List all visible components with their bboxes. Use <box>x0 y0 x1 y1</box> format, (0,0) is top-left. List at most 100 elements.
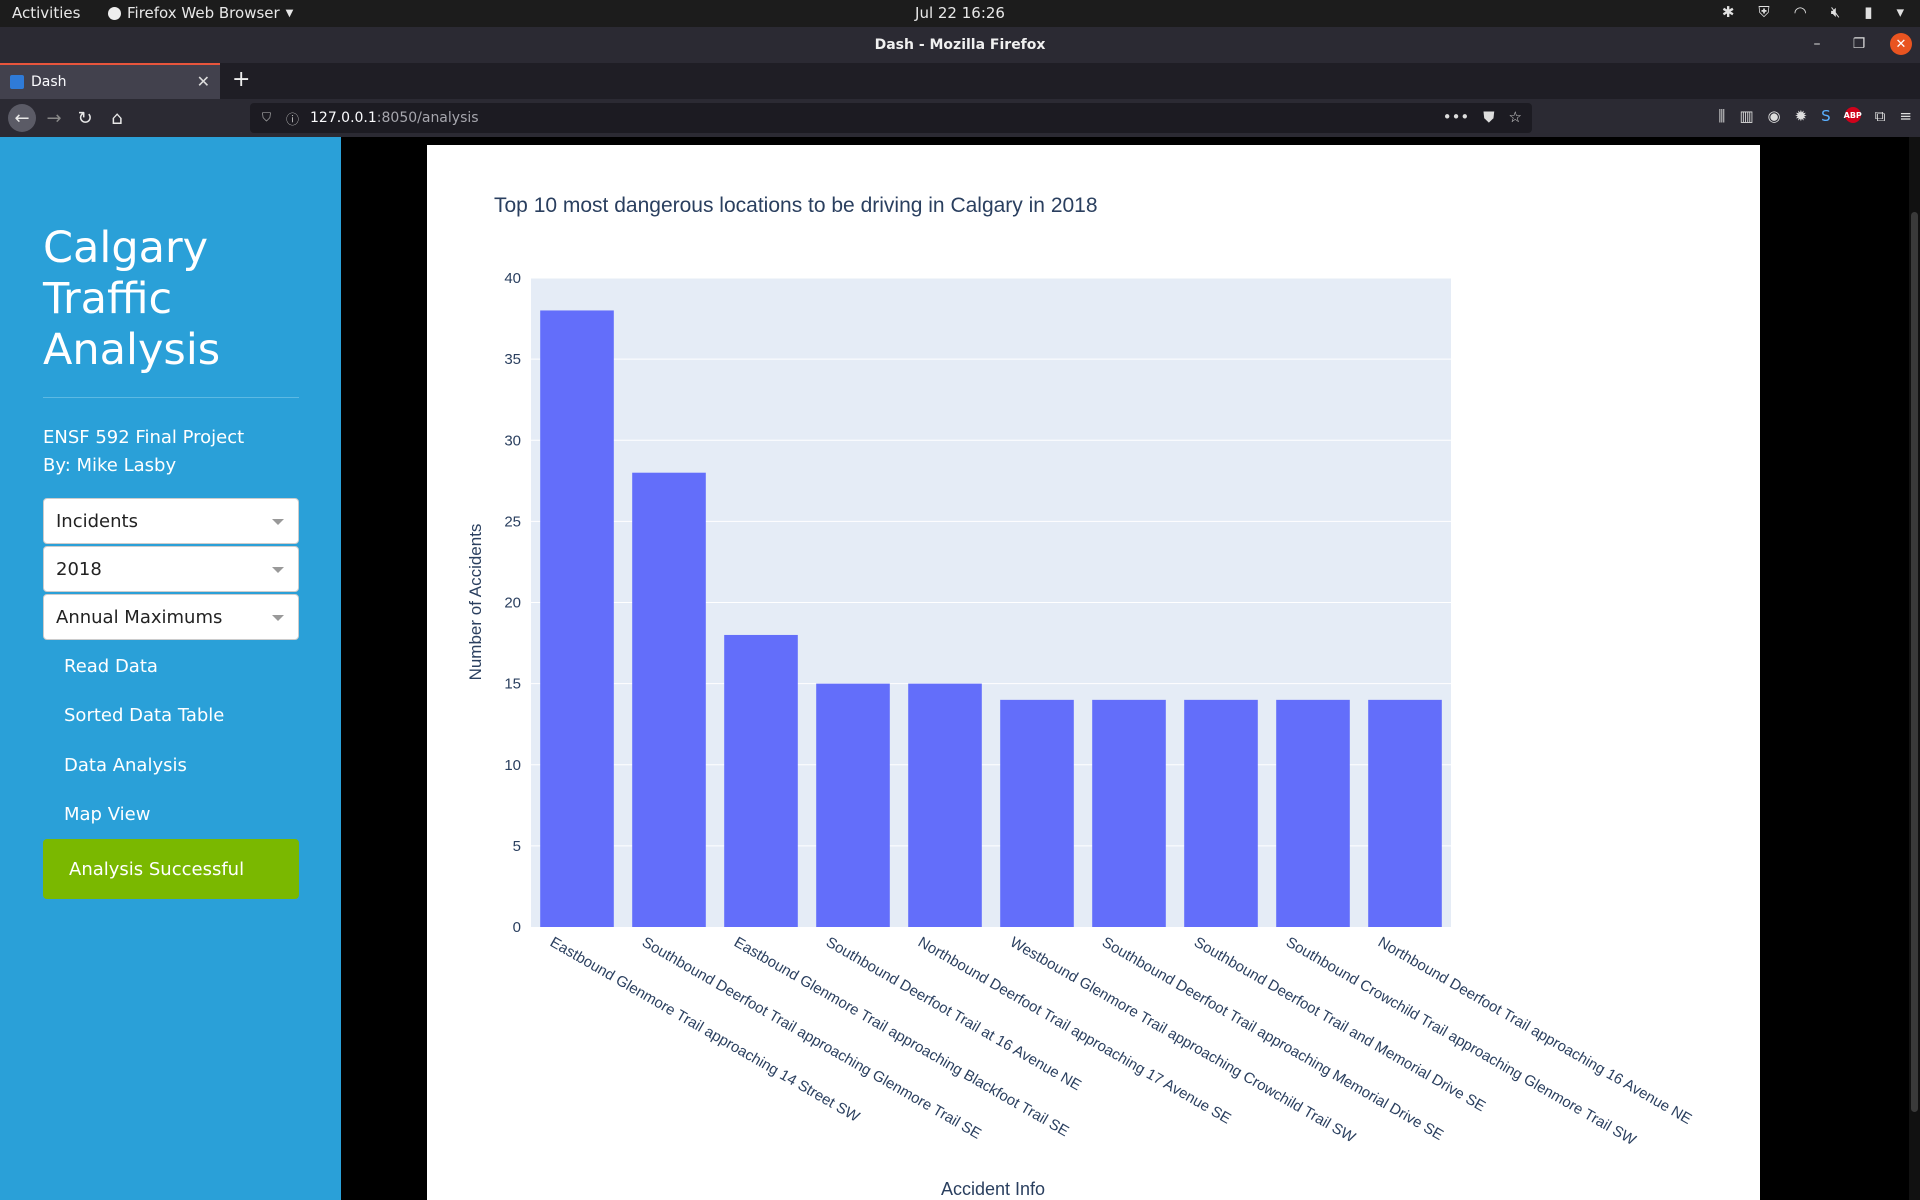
forward-arrow-icon[interactable]: → <box>46 107 62 129</box>
project-name: ENSF 592 Final Project <box>43 427 245 448</box>
url-text[interactable]: 127.0.0.1:8050/analysis <box>310 110 479 126</box>
volume-muted-icon[interactable]: 🔇︎ <box>1830 3 1841 21</box>
bar[interactable] <box>724 634 798 927</box>
url-actions: ••• ⛊ ☆ <box>1443 108 1522 126</box>
tab-dash[interactable]: Dash ✕ <box>0 63 220 99</box>
power-menu-icon[interactable]: ▾ <box>1896 3 1904 21</box>
y-tick-label: 10 <box>504 757 521 774</box>
status-text: Analysis Successful <box>69 859 245 880</box>
chart-title: Top 10 most dangerous locations to be dr… <box>494 194 1098 217</box>
account-icon[interactable]: ◉ <box>1767 107 1781 125</box>
back-arrow-icon[interactable]: ← <box>8 104 36 132</box>
dropdown-arrow-icon <box>272 615 284 621</box>
navigation-bar: ← → ↻ ⌂ ⛉ ⓘ 127.0.0.1:8050/analysis ••• … <box>0 99 1920 137</box>
nav-link-map-view[interactable]: Map View <box>64 804 151 825</box>
x-tick-label: Southbound Crowchild Trail approaching G… <box>1283 934 1640 1150</box>
firefox-icon <box>108 6 121 20</box>
bar[interactable] <box>540 310 614 927</box>
nav-link-sorted-data-table[interactable]: Sorted Data Table <box>64 705 225 726</box>
x-tick-label: Eastbound Glenmore Trail approaching Bla… <box>731 934 1072 1140</box>
wifi-icon[interactable]: ◠ <box>1793 3 1807 21</box>
extensions-icon[interactable]: ⧉ <box>1874 107 1886 125</box>
toolbar-icons: ⫼ ▥ ◉ ✹ S ABP ⧉ ≡ <box>1718 107 1912 125</box>
nav-link-data-analysis[interactable]: Data Analysis <box>64 755 187 776</box>
dataset-dropdown[interactable]: Incidents <box>43 498 299 544</box>
minimize-icon[interactable]: – <box>1813 36 1821 52</box>
project-subtitle: ENSF 592 Final Project By: Mike Lasby <box>43 424 244 480</box>
app-menu-label: Firefox Web Browser <box>127 4 280 22</box>
x-tick-label: Southbound Deerfoot Trail approaching Gl… <box>639 934 984 1143</box>
slack-icon[interactable]: ✱ <box>1721 3 1735 21</box>
extension-s-icon[interactable]: S <box>1821 107 1831 125</box>
url-host: 127.0.0.1 <box>310 110 377 126</box>
y-tick-label: 0 <box>513 919 521 936</box>
y-tick-label: 20 <box>504 595 521 612</box>
menu-hamburger-icon[interactable]: ≡ <box>1899 107 1912 125</box>
scrollbar-thumb[interactable] <box>1911 212 1918 1112</box>
dash-favicon-icon <box>10 75 24 89</box>
system-tray[interactable]: ✱ ⛨ ◠ 🔇︎ ▮ ▾ <box>1722 3 1904 21</box>
y-tick-label: 15 <box>504 676 521 693</box>
y-axis-ticks: 0 5 10 15 20 25 30 35 40 <box>504 270 521 936</box>
home-icon[interactable]: ⌂ <box>111 107 123 129</box>
dropdown-arrow-icon <box>272 567 284 573</box>
adblock-icon[interactable]: ABP <box>1844 107 1862 123</box>
clock[interactable]: Jul 22 16:26 <box>915 4 1005 22</box>
plot-container: Top 10 most dangerous locations to be dr… <box>427 145 1760 1200</box>
y-axis-label: Number of Accidents <box>466 524 485 681</box>
window-title: Dash - Mozilla Firefox <box>874 37 1046 53</box>
y-tick-label: 40 <box>504 270 521 287</box>
status-alert: Analysis Successful <box>43 839 299 899</box>
site-info-icon[interactable]: ⓘ <box>286 113 300 128</box>
dropdown-value: Annual Maximums <box>56 607 223 628</box>
url-path: :8050/analysis <box>376 110 479 126</box>
bar[interactable] <box>1184 699 1258 927</box>
bar[interactable] <box>816 683 890 927</box>
window-title-bar: Dash - Mozilla Firefox – ❐ ✕ <box>0 27 1920 63</box>
x-tick-label: Southbound Deerfoot Trail approaching Me… <box>1099 934 1446 1144</box>
restore-icon[interactable]: ❐ <box>1852 36 1866 52</box>
close-tab-icon[interactable]: ✕ <box>196 72 210 91</box>
x-tick-label: Northbound Deerfoot Trail approaching 17… <box>915 934 1234 1128</box>
bar[interactable] <box>1000 699 1074 927</box>
battery-icon[interactable]: ▮ <box>1864 3 1873 21</box>
sidebar-toggle-icon[interactable]: ▥ <box>1739 107 1754 125</box>
bookmark-star-icon[interactable]: ☆ <box>1508 108 1522 126</box>
os-top-bar: Activities Firefox Web Browser ▼ Jul 22 … <box>0 0 1920 27</box>
caret-down-icon: ▼ <box>285 7 294 19</box>
window-controls: – ❐ ✕ <box>1806 33 1912 55</box>
bar[interactable] <box>632 472 706 927</box>
year-dropdown[interactable]: 2018 <box>43 546 299 592</box>
x-axis-label: Accident Info <box>941 1179 1045 1199</box>
analysis-type-dropdown[interactable]: Annual Maximums <box>43 594 299 640</box>
y-tick-label: 5 <box>513 838 521 855</box>
y-tick-label: 25 <box>504 513 521 530</box>
nav-link-read-data[interactable]: Read Data <box>64 656 158 677</box>
activities-button[interactable]: Activities <box>12 4 81 22</box>
dropdown-arrow-icon <box>272 519 284 525</box>
dropdown-value: 2018 <box>56 559 102 580</box>
bar[interactable] <box>908 683 982 927</box>
extension-gear-icon[interactable]: ✹ <box>1794 107 1808 125</box>
page-scrollbar[interactable] <box>1909 137 1920 1200</box>
app-menu[interactable]: Firefox Web Browser ▼ <box>108 4 293 22</box>
bar[interactable] <box>1368 699 1442 927</box>
sidebar: Calgary Traffic Analysis ENSF 592 Final … <box>0 137 341 1200</box>
tracking-shield-icon[interactable]: ⛉ <box>262 110 272 124</box>
pocket-icon[interactable]: ⛊ <box>1483 108 1495 126</box>
more-actions-icon[interactable]: ••• <box>1442 108 1470 126</box>
shield-tray-icon[interactable]: ⛨ <box>1758 3 1770 21</box>
tab-title: Dash <box>31 74 67 90</box>
address-bar[interactable]: ⛉ ⓘ 127.0.0.1:8050/analysis ••• ⛊ ☆ <box>250 103 1532 133</box>
y-tick-label: 35 <box>504 351 521 368</box>
bar[interactable] <box>1092 699 1166 927</box>
bars <box>540 310 1442 927</box>
close-window-icon[interactable]: ✕ <box>1890 33 1912 55</box>
new-tab-icon[interactable]: + <box>232 67 251 92</box>
reload-icon[interactable]: ↻ <box>77 107 93 129</box>
bar-chart: Top 10 most dangerous locations to be dr… <box>466 194 1695 1199</box>
library-icon[interactable]: ⫼ <box>1718 107 1726 125</box>
x-axis-ticks: Eastbound Glenmore Trail approaching 14 … <box>547 934 1695 1150</box>
bar[interactable] <box>1276 699 1350 927</box>
tab-strip: Dash ✕ + <box>0 63 1920 99</box>
